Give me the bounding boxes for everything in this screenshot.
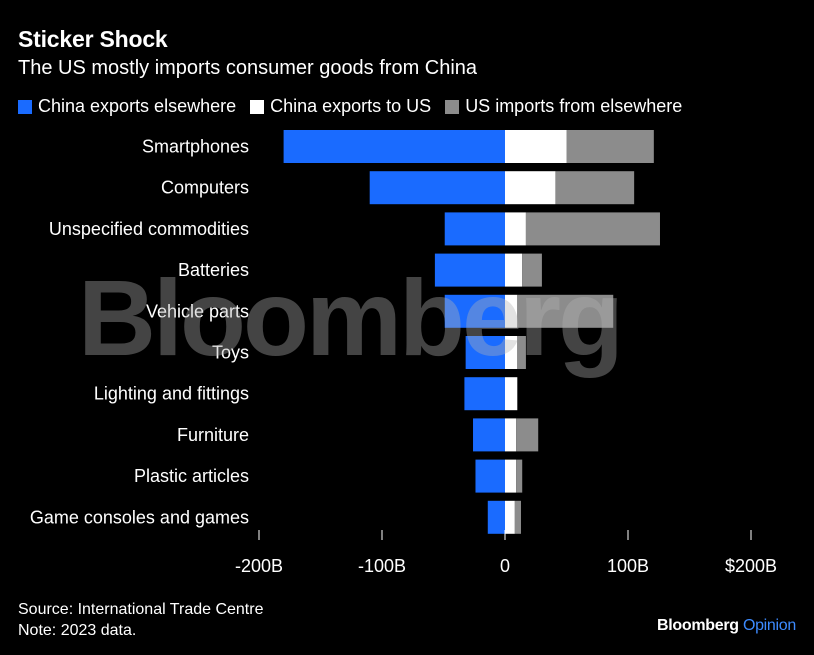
bar-us-elsewhere-computers: [555, 171, 635, 205]
x-tick-label-100b: 100B: [607, 556, 649, 576]
category-label-toys: Toys: [212, 343, 249, 363]
bar-china-to-us-lighting-and-fittings: [505, 377, 518, 411]
legend-item-us-elsewhere: US imports from elsewhere: [445, 96, 682, 117]
category-label-vehicle-parts: Vehicle parts: [146, 301, 249, 321]
category-label-furniture: Furniture: [177, 425, 249, 445]
brand-suffix: Opinion: [742, 617, 796, 634]
bar-china-to-us-batteries: [505, 253, 523, 287]
bar-china-to-us-plastic-articles: [505, 459, 517, 493]
bar-china-elsewhere-vehicle-parts: [444, 294, 505, 328]
category-label-batteries: Batteries: [178, 260, 249, 280]
bar-china-to-us-smartphones: [505, 130, 567, 163]
legend-label-china-us: China exports to US: [270, 96, 432, 116]
bar-china-to-us-computers: [505, 171, 556, 205]
bar-us-elsewhere-toys: [517, 336, 526, 369]
bar-us-elsewhere-game-consoles-and-games: [514, 500, 521, 534]
bar-china-elsewhere-furniture: [473, 418, 505, 452]
bar-us-elsewhere-batteries: [522, 253, 542, 287]
category-label-lighting-and-fittings: Lighting and fittings: [94, 384, 249, 404]
bar-us-elsewhere-plastic-articles: [516, 459, 523, 493]
bar-china-to-us-vehicle-parts: [505, 294, 518, 328]
bar-china-elsewhere-computers: [369, 171, 505, 205]
bar-china-elsewhere-unspecified-commodities: [444, 212, 505, 246]
bar-us-elsewhere-unspecified-commodities: [525, 212, 660, 246]
category-label-smartphones: Smartphones: [142, 137, 249, 157]
x-tick-label--200b: -200B: [235, 556, 283, 576]
bar-china-to-us-game-consoles-and-games: [505, 500, 515, 534]
x-tick-label--100b: -100B: [358, 556, 406, 576]
legend-label-china-elsewhere: China exports elsewhere: [38, 96, 237, 116]
category-label-unspecified-commodities: Unspecified commodities: [49, 219, 249, 239]
bar-us-elsewhere-furniture: [516, 418, 539, 452]
bar-china-to-us-toys: [505, 336, 518, 369]
bar-china-elsewhere-plastic-articles: [475, 459, 505, 493]
legend-swatch-china-elsewhere: [18, 99, 32, 114]
data-note: Note: 2023 data.: [18, 622, 137, 639]
footer: Source: International Trade Centre Note:…: [18, 599, 263, 641]
bar-china-to-us-unspecified-commodities: [505, 212, 526, 246]
bar-china-elsewhere-game-consoles-and-games: [487, 500, 505, 534]
bar-china-elsewhere-toys: [465, 336, 505, 369]
category-label-plastic-articles: Plastic articles: [134, 466, 249, 486]
source-note: Source: International Trade Centre: [18, 601, 264, 618]
brand-name: Bloomberg: [657, 617, 739, 634]
bar-china-elsewhere-smartphones: [283, 130, 505, 163]
x-tick-label--200b: $200B: [725, 556, 777, 576]
legend-swatch-us-elsewhere: [445, 99, 460, 114]
x-tick-label-0: 0: [500, 556, 510, 576]
category-label-computers: Computers: [161, 178, 249, 198]
chart-subtitle: The US mostly imports consumer goods fro…: [18, 57, 478, 79]
legend-swatch-china-us: [250, 99, 265, 114]
legend-label-us-elsewhere: US imports from elsewhere: [465, 96, 683, 116]
bar-china-elsewhere-batteries: [434, 253, 505, 287]
brand-logo: Bloomberg Opinion: [657, 617, 796, 635]
bar-us-elsewhere-vehicle-parts: [517, 294, 614, 328]
legend-item-china-elsewhere: China exports elsewhere: [18, 96, 236, 117]
category-label-game-consoles-and-games: Game consoles and games: [30, 507, 249, 527]
bar-china-to-us-furniture: [505, 418, 517, 452]
bar-china-elsewhere-lighting-and-fittings: [464, 377, 505, 411]
chart-title: Sticker Shock: [18, 26, 168, 52]
legend-item-china-us: China exports to US: [250, 96, 431, 117]
bar-us-elsewhere-smartphones: [566, 130, 654, 163]
legend: China exports elsewhere China exports to…: [18, 96, 682, 117]
